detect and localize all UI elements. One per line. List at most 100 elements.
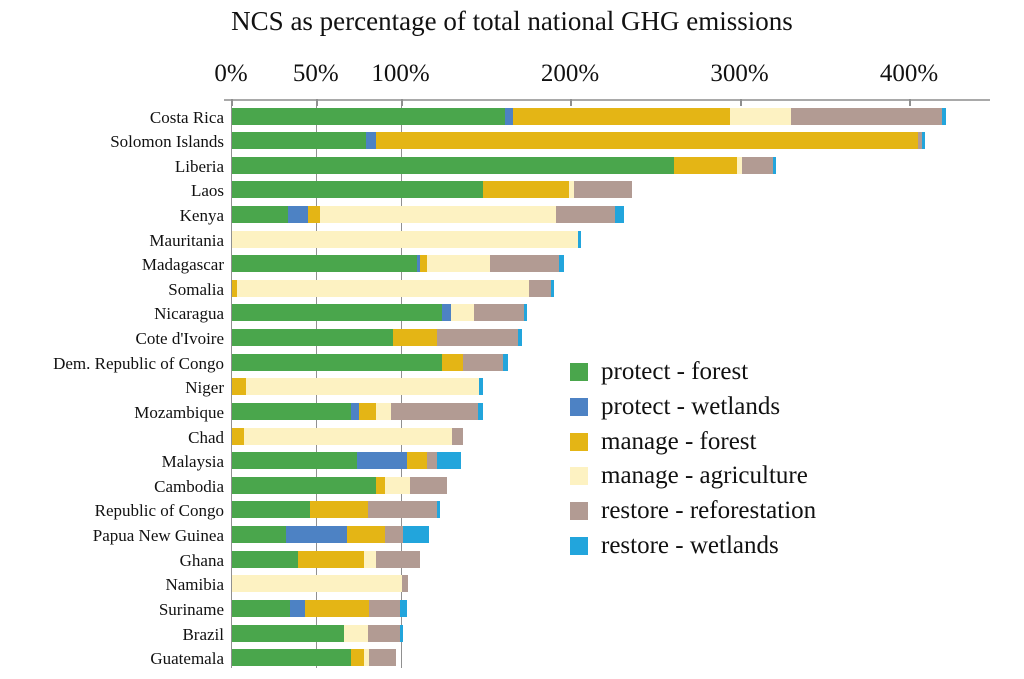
- bar-row-madagascar: [232, 255, 992, 273]
- bar-segment-manage-forest: [350, 649, 365, 667]
- country-label: Niger: [185, 378, 224, 398]
- country-label: Guatemala: [150, 649, 224, 669]
- bar-segment-restore-wetlands: [523, 304, 527, 322]
- bar-segment-manage-agriculture: [232, 230, 578, 248]
- legend-item: restore - reforestation: [570, 497, 816, 525]
- legend-item: protect - forest: [570, 358, 748, 386]
- bar-segment-protect-forest: [232, 205, 288, 223]
- country-label: Malaysia: [161, 452, 224, 472]
- country-label: Liberia: [174, 156, 224, 176]
- country-label: Somalia: [168, 279, 224, 299]
- bar-segment-protect-forest: [232, 156, 675, 174]
- bar-segment-manage-forest: [376, 132, 919, 150]
- bar-segment-protect-wetlands: [286, 526, 348, 544]
- bar-row-laos: [232, 181, 992, 199]
- bar-segment-restore-wetlands: [437, 452, 461, 470]
- bar-segment-manage-agriculture: [245, 378, 480, 396]
- bar-segment-protect-forest: [232, 476, 377, 494]
- legend-label: restore - reforestation: [601, 497, 817, 525]
- bar-segment-protect-forest: [232, 624, 344, 642]
- bar-segment-restore-reforestation: [401, 575, 409, 593]
- bar-row-niger: [232, 378, 992, 396]
- country-label: Mozambique: [134, 402, 224, 422]
- bar-segment-manage-agriculture: [426, 255, 490, 273]
- bar-segment-protect-forest: [232, 402, 351, 420]
- bar-segment-manage-agriculture: [237, 279, 529, 297]
- x-axis-tick: [231, 99, 233, 106]
- bar-segment-manage-agriculture: [376, 402, 392, 420]
- bar-segment-manage-agriculture: [343, 624, 368, 642]
- bar-segment-protect-wetlands: [365, 132, 377, 150]
- bar-segment-restore-reforestation: [369, 649, 397, 667]
- bar-row-suriname: [232, 599, 992, 617]
- bar-segment-manage-forest: [304, 599, 370, 617]
- bar-segment-restore-reforestation: [474, 304, 524, 322]
- bar-segment-restore-wetlands: [615, 205, 624, 223]
- legend-swatch-protect-wetlands: [570, 397, 588, 416]
- bar-segment-manage-forest: [442, 353, 463, 371]
- bar-segment-protect-wetlands: [442, 304, 451, 322]
- bar-segment-restore-reforestation: [791, 107, 943, 125]
- bar-segment-restore-reforestation: [742, 156, 773, 174]
- bar-segment-restore-wetlands: [479, 378, 483, 396]
- bar-segment-manage-agriculture: [737, 156, 743, 174]
- bar-segment-restore-reforestation: [409, 476, 448, 494]
- legend-swatch-manage-forest: [570, 432, 588, 451]
- bar-segment-restore-wetlands: [577, 230, 582, 248]
- gridline-0: [231, 101, 232, 668]
- bar-segment-manage-forest: [232, 279, 238, 297]
- bar-segment-restore-reforestation: [437, 329, 519, 347]
- legend-label: protect - wetlands: [601, 392, 781, 420]
- x-axis-tick-label: 50%: [292, 60, 339, 87]
- bar-row-cambodia: [232, 476, 992, 494]
- bar-row-mozambique: [232, 402, 992, 420]
- bar-segment-manage-forest: [309, 501, 368, 519]
- x-axis-tick: [315, 99, 318, 106]
- bar-segment-protect-forest: [232, 526, 287, 544]
- x-axis-tick-label: 400%: [879, 60, 939, 87]
- bar-segment-restore-reforestation: [555, 205, 616, 223]
- bar-segment-restore-reforestation: [489, 255, 560, 273]
- bar-segment-restore-reforestation: [367, 501, 438, 519]
- legend-label: protect - forest: [601, 358, 749, 385]
- country-label: Dem. Republic of Congo: [53, 353, 224, 373]
- bar-row-mauritania: [232, 230, 992, 248]
- bar-segment-protect-forest: [232, 649, 351, 667]
- country-label: Namibia: [165, 575, 224, 595]
- bar-row-costa-rica: [232, 107, 992, 125]
- bar-segment-restore-wetlands: [403, 526, 429, 544]
- legend-label: manage - agriculture: [601, 462, 808, 490]
- country-label: Mauritania: [149, 230, 224, 250]
- bar-segment-manage-forest: [376, 476, 385, 494]
- bar-segment-manage-forest: [347, 526, 385, 544]
- bar-row-chad: [232, 427, 992, 445]
- bar-segment-manage-agriculture: [569, 181, 575, 199]
- bar-segment-manage-forest: [513, 107, 731, 125]
- legend-swatch-restore-wetlands: [570, 537, 588, 555]
- country-label: Nicaragua: [154, 304, 224, 324]
- country-label: Madagascar: [141, 255, 224, 275]
- bar-segment-restore-reforestation: [384, 526, 404, 544]
- country-label: Laos: [190, 181, 224, 201]
- bar-segment-restore-reforestation: [574, 181, 632, 199]
- bar-row-solomon-islands: [232, 132, 992, 150]
- legend-swatch-manage-agriculture: [570, 467, 588, 486]
- bar-row-cote-d-ivoire: [232, 329, 992, 347]
- bar-segment-protect-forest: [232, 304, 443, 322]
- x-axis-tick: [570, 99, 572, 106]
- legend-swatch-protect-forest: [570, 363, 588, 381]
- bar-segment-restore-wetlands: [550, 279, 555, 297]
- country-label: Costa Rica: [149, 107, 224, 127]
- bar-segment-protect-forest: [232, 353, 443, 371]
- bar-segment-restore-wetlands: [559, 255, 565, 273]
- bar-segment-manage-agriculture: [384, 476, 410, 494]
- x-axis-tick-label: 200%: [540, 60, 600, 87]
- legend-label: restore - wetlands: [601, 532, 779, 559]
- country-label: Kenya: [179, 205, 224, 225]
- bar-segment-manage-forest: [393, 329, 438, 347]
- legend-item: manage - agriculture: [570, 462, 808, 490]
- bar-segment-restore-wetlands: [477, 402, 483, 420]
- bar-row-nicaragua: [232, 304, 992, 322]
- bar-segment-protect-wetlands: [287, 205, 309, 223]
- bar-segment-manage-forest: [232, 378, 246, 396]
